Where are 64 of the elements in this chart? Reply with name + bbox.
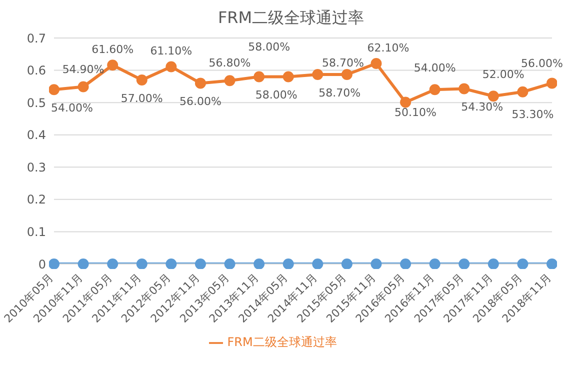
y-tick-label: 0.4	[26, 128, 46, 142]
point	[49, 258, 60, 269]
data-label: 62.10%	[367, 42, 410, 55]
data-label: 58.70%	[318, 86, 361, 100]
point	[194, 78, 206, 89]
point	[224, 75, 236, 86]
data-label: 54.90%	[62, 62, 104, 76]
point	[254, 71, 265, 82]
data-label: 53.30%	[512, 108, 554, 121]
point	[546, 258, 557, 269]
y-tick-label: 0	[38, 257, 46, 272]
point	[400, 258, 412, 269]
point	[49, 84, 60, 96]
point	[224, 258, 236, 269]
point	[282, 258, 294, 269]
data-label: 56.80%	[208, 56, 251, 70]
point	[458, 258, 470, 269]
data-label: 54.00%	[414, 62, 456, 75]
point	[107, 258, 118, 269]
point	[107, 60, 118, 71]
point	[370, 258, 382, 269]
point	[488, 90, 499, 102]
data-label: 54.00%	[51, 102, 93, 115]
data-label: 54.30%	[461, 100, 504, 114]
chart-title: FRM二级全球通过率	[216, 7, 366, 29]
point	[254, 258, 265, 269]
point	[546, 78, 557, 89]
data-label: 58.00%	[248, 40, 290, 54]
point	[400, 96, 412, 108]
data-label: 57.00%	[120, 92, 163, 105]
point	[194, 258, 206, 269]
point	[312, 258, 324, 269]
legend-label: FRM二级全球通过率	[227, 335, 337, 349]
point	[458, 83, 470, 94]
data-label: 50.10%	[394, 106, 437, 120]
point	[488, 258, 499, 269]
point	[341, 258, 352, 269]
point	[166, 258, 177, 269]
data-label: 56.00%	[179, 95, 222, 108]
point	[166, 61, 177, 72]
point	[517, 86, 528, 98]
point	[78, 81, 89, 92]
point	[136, 74, 148, 86]
data-label: 61.60%	[92, 43, 134, 56]
point	[517, 258, 528, 269]
data-label: 58.70%	[322, 56, 364, 70]
data-label: 61.10%	[150, 44, 192, 58]
data-label: 58.00%	[255, 88, 298, 102]
point	[282, 71, 294, 82]
data-label: 56.00%	[521, 57, 563, 70]
point	[136, 258, 148, 269]
y-tick-label: 0.7	[26, 31, 46, 46]
y-tick-label: 0.6	[26, 64, 46, 78]
y-tick-label: 0.3	[26, 160, 46, 174]
y-tick-label: 0.2	[26, 192, 46, 207]
point	[429, 84, 440, 96]
y-tick-label: 0.5	[26, 96, 46, 110]
point	[370, 58, 382, 70]
point	[429, 258, 440, 269]
y-tick-label: 0.1	[26, 224, 46, 239]
point	[78, 258, 89, 269]
data-label: 52.00%	[482, 68, 524, 82]
point	[312, 68, 324, 80]
point	[341, 68, 352, 80]
